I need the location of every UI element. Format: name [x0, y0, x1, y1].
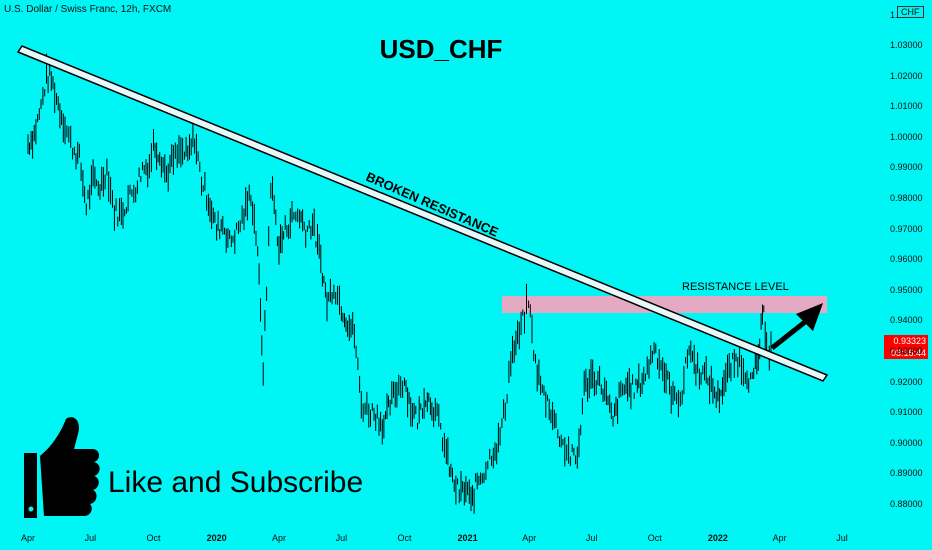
time-tick-label: Apr — [20, 533, 36, 543]
time-tick-label: 2021 — [457, 533, 478, 543]
price-tick-label: 0.96000 — [890, 254, 923, 265]
time-tick-label: Jul — [84, 533, 97, 543]
price-tick-label: 1.00000 — [890, 131, 923, 142]
time-tick-label: 2020 — [206, 533, 227, 543]
price-series — [27, 53, 772, 514]
price-tick-label: 1. — [890, 10, 898, 20]
thumbs-up-icon — [24, 417, 100, 518]
price-tick-label: 0.95000 — [890, 284, 923, 295]
resistance-zone — [502, 296, 827, 313]
price-tick-label: 0.88000 — [890, 499, 923, 509]
time-tick-label: Oct — [146, 533, 161, 543]
like-subscribe-text: Like and Subscribe — [108, 466, 364, 499]
chart-title: USD_CHF — [379, 34, 503, 64]
time-tick-label: Oct — [397, 533, 412, 543]
projection-arrow-shaft — [770, 316, 812, 350]
time-tick-label: Apr — [522, 533, 537, 543]
time-tick-label: Apr — [271, 533, 286, 543]
current-price-tag: 0.93323 03:16:44 — [884, 335, 928, 359]
price-tick-label: 0.92000 — [890, 376, 923, 387]
time-tick-label: 2022 — [707, 533, 728, 543]
price-tick-label: 0.97000 — [890, 223, 923, 234]
current-price: 0.93323 — [893, 336, 926, 346]
price-tick-label: 1.02000 — [890, 70, 923, 81]
time-tick-label: Jul — [335, 533, 348, 543]
time-tick-label: Jul — [585, 533, 598, 543]
resistance-level-label: RESISTANCE LEVEL — [682, 281, 789, 293]
symbol-description: U.S. Dollar / Swiss Franc, 12h, FXCM — [4, 4, 172, 15]
projection-arrow-head — [796, 303, 823, 331]
time-tick-label: Apr — [772, 533, 787, 543]
price-tick-label: 1.01000 — [890, 101, 923, 112]
bar-countdown: 03:16:44 — [890, 348, 926, 358]
price-tick-label: 0.98000 — [890, 193, 923, 203]
broken-resistance-trendline[interactable] — [16, 45, 829, 382]
price-tick-label: 0.91000 — [890, 407, 923, 418]
time-tick-label: Jul — [836, 533, 848, 543]
price-tick-label: 0.89000 — [890, 468, 923, 479]
price-tick-label: 0.99000 — [890, 162, 923, 173]
price-tick-label: 0.93000 — [890, 346, 923, 356]
price-tick-label: 1.03000 — [890, 40, 923, 50]
broken-resistance-label: BROKEN RESISTANCE — [364, 169, 501, 240]
currency-button[interactable]: CHF — [897, 6, 924, 18]
price-tick-label: 0.90000 — [890, 437, 923, 448]
price-tick-label: 0.94000 — [890, 315, 923, 326]
time-tick-label: Oct — [647, 533, 662, 543]
